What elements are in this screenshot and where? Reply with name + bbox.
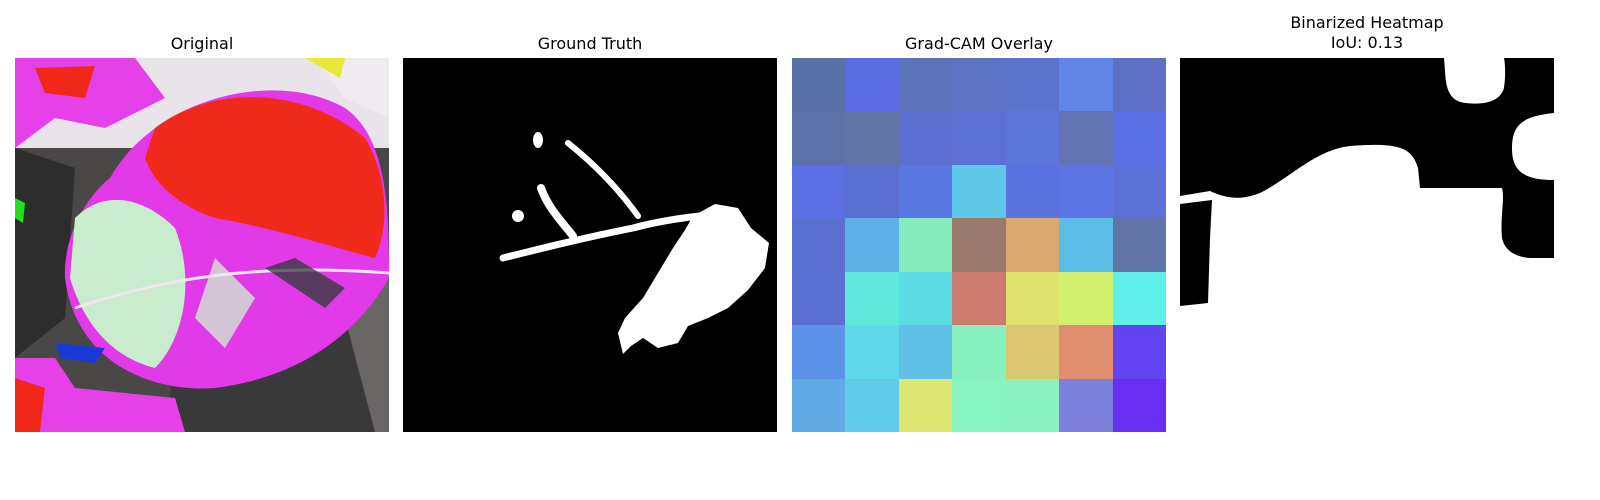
gradcam-cell xyxy=(952,325,1007,380)
gradcam-cell xyxy=(1112,111,1166,166)
gradcam-cell xyxy=(898,325,953,380)
gradcam-cell xyxy=(792,58,846,112)
gradcam-cell xyxy=(1059,164,1114,219)
gradcam-cell xyxy=(792,218,846,273)
gradcam-cell xyxy=(845,271,900,326)
gradcam-cell xyxy=(1059,271,1114,326)
iou-label: IoU: 0.13 xyxy=(1330,33,1404,52)
gradcam-cell xyxy=(1005,325,1060,380)
gradcam-cell xyxy=(898,218,953,273)
gradcam-cell xyxy=(952,271,1007,326)
gradcam-cell xyxy=(1112,218,1166,273)
gradcam-cell xyxy=(845,111,900,166)
gradcam-cell xyxy=(1112,58,1166,112)
gradcam-cell xyxy=(792,164,846,219)
gradcam-cell xyxy=(792,325,846,380)
ground-truth-mask xyxy=(403,58,777,432)
gradcam-cell xyxy=(898,271,953,326)
ground-truth-title: Ground Truth xyxy=(537,34,643,53)
gradcam-cell xyxy=(952,111,1007,166)
gradcam-cell xyxy=(1059,58,1114,112)
binarized-heatmap xyxy=(1180,58,1554,432)
gradcam-cell xyxy=(952,378,1007,432)
gradcam-cell xyxy=(1005,218,1060,273)
gradcam-cell xyxy=(898,58,953,112)
binarized-title: Binarized Heatmap IoU: 0.13 xyxy=(1180,13,1554,53)
gradcam-cell xyxy=(792,378,846,432)
gradcam-cell xyxy=(1112,271,1166,326)
gradcam-cell xyxy=(1059,325,1114,380)
gradcam-cell xyxy=(1059,111,1114,166)
gradcam-cell xyxy=(792,111,846,166)
gradcam-cell xyxy=(1059,378,1114,432)
gradcam-cell xyxy=(845,325,900,380)
binarized-title-line1: Binarized Heatmap xyxy=(1290,13,1444,32)
gradcam-cell xyxy=(845,378,900,432)
gradcam-cell xyxy=(952,58,1007,112)
gradcam-cell xyxy=(1059,218,1114,273)
gradcam-cell xyxy=(1005,378,1060,432)
gradcam-cell xyxy=(1005,271,1060,326)
original-image-svg xyxy=(15,58,389,432)
gradcam-cell xyxy=(845,58,900,112)
gradcam-cell xyxy=(952,164,1007,219)
gradcam-cell xyxy=(792,271,846,326)
gradcam-cell xyxy=(845,218,900,273)
original-title: Original xyxy=(170,34,234,53)
gradcam-cell xyxy=(845,164,900,219)
gradcam-overlay xyxy=(792,58,1166,432)
gradcam-cell xyxy=(952,218,1007,273)
gradcam-cell xyxy=(898,164,953,219)
gradcam-cell xyxy=(1112,164,1166,219)
ground-truth-svg xyxy=(403,58,777,432)
gradcam-cell xyxy=(1005,111,1060,166)
gradcam-cell xyxy=(1112,378,1166,432)
gradcam-cell xyxy=(1005,164,1060,219)
gradcam-cell xyxy=(1005,58,1060,112)
binarized-heatmap-svg xyxy=(1180,58,1554,432)
original-image xyxy=(15,58,389,432)
gradcam-cell xyxy=(1112,325,1166,380)
gradcam-cell xyxy=(898,378,953,432)
gradcam-cell xyxy=(898,111,953,166)
gradcam-title: Grad-CAM Overlay xyxy=(905,34,1053,53)
